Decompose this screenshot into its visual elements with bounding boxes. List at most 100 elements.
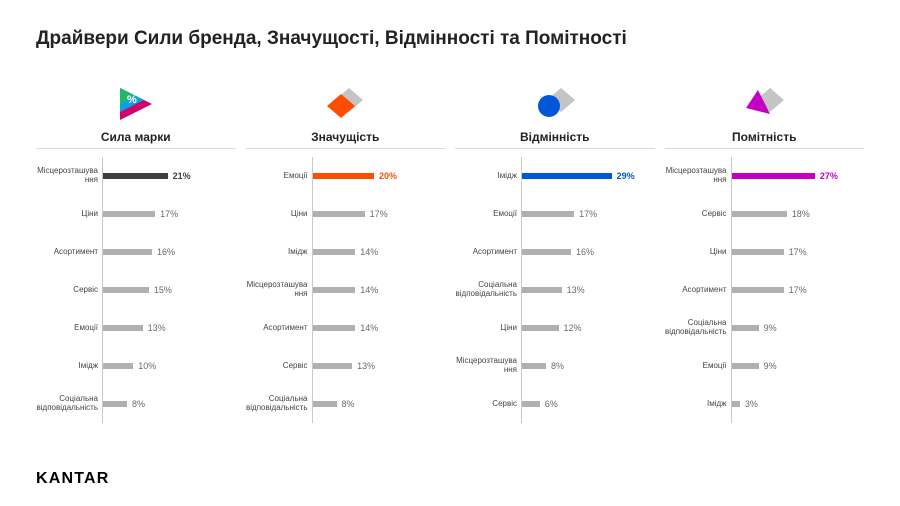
bar [521,325,559,331]
bar-area: 17% [731,271,865,309]
bar-value: 21% [173,171,191,181]
axis-line [521,233,522,271]
bar-value: 27% [820,171,838,181]
bar-value: 8% [132,399,145,409]
bar-area: 14% [312,309,446,347]
chart-title: Сила марки [101,130,171,144]
chart-brand-power: % Сила марки Місцерозташування 21% Ціни 17% А… [36,84,236,423]
bar-value: 12% [564,323,582,333]
bar-row: Соціальна відповідальність8% [36,385,236,423]
bar-label: Емоції [36,324,102,333]
bar-label: Асортимент [455,248,521,257]
footer-brand: KANTAR [36,470,110,488]
chart-title: Помітність [732,130,796,144]
bar-row: Імідж 10% [36,347,236,385]
bar-area: 27% [731,157,865,195]
axis-line [731,309,732,347]
chart-title: Значущість [311,130,379,144]
bar [731,287,784,293]
bar [731,325,759,331]
bar [312,211,365,217]
separator [455,148,655,149]
bar-value: 14% [360,285,378,295]
bar-value: 17% [160,209,178,219]
bar-area: 6% [521,385,655,423]
axis-line [102,347,103,385]
bar-label: Асортимент [665,286,731,295]
bar-area: 12% [521,309,655,347]
bar-label: Емоції [665,362,731,371]
bar [312,363,353,369]
salience-icon [744,84,784,124]
bar-label: Ціни [246,210,312,219]
bar-value: 3% [745,399,758,409]
bar-label: Імідж [665,400,731,409]
bar-value: 17% [579,209,597,219]
bar [731,363,759,369]
axis-line [102,271,103,309]
bar-label: Місцерозташування [36,167,102,185]
bar [521,173,612,179]
bar-value: 17% [789,285,807,295]
bar [521,249,571,255]
bar-area: 8% [102,385,236,423]
axis-line [102,157,103,195]
bar-row: Асортимент14% [246,309,446,347]
axis-line [312,157,313,195]
bar-area: 3% [731,385,865,423]
bar-row: Асортимент16% [36,233,236,271]
bar-label: Соціальна відповідальність [455,281,521,299]
bar-value: 29% [617,171,635,181]
bar [312,249,356,255]
bar-row: Імідж 3% [665,385,865,423]
bar [102,173,168,179]
bar-label: Сервіс [665,210,731,219]
bar-row: Ціни 17% [246,195,446,233]
bar [521,211,574,217]
bar-row: Соціальна відповідальність9% [665,309,865,347]
axis-line [731,271,732,309]
axis-line [731,157,732,195]
bar-area: 17% [102,195,236,233]
bar-value: 10% [138,361,156,371]
bar-row: Ціни 17% [36,195,236,233]
bar-label: Асортимент [246,324,312,333]
bar [521,287,562,293]
bar-value: 17% [370,209,388,219]
bar-row: Місцерозташування14% [246,271,446,309]
chart-meaning: ЗначущістьЕмоції20%Ціни17%Імідж14%Місцер… [246,84,446,423]
bar-row: Ціни 12% [455,309,655,347]
bar [312,401,337,407]
axis-line [312,271,313,309]
difference-icon [535,84,575,124]
axis-line [521,309,522,347]
bar [102,249,152,255]
axis-line [102,309,103,347]
separator [36,148,236,149]
bar-row: Місцерозташування 27% [665,157,865,195]
bar-area: 16% [102,233,236,271]
axis-line [102,195,103,233]
bar-label: Ціни [455,324,521,333]
bar-row: Асортимент16% [455,233,655,271]
bar-area: 16% [521,233,655,271]
axis-line [102,233,103,271]
bar [731,173,815,179]
chart-salience: ПомітністьМісцерозташування27%Сервіс18%Ц… [665,84,865,423]
bar-label: Імідж [36,362,102,371]
bar-row: Імідж14% [246,233,446,271]
bar-area: 15% [102,271,236,309]
bar-value: 15% [154,285,172,295]
bar [102,211,155,217]
bar-value: 9% [764,323,777,333]
bar-value: 13% [148,323,166,333]
bar-row: Емоції17% [455,195,655,233]
chart-difference: ВідмінністьІмідж29%Емоції17%Асортимент16… [455,84,655,423]
brand-power-icon: % [116,84,156,124]
axis-line [312,385,313,423]
bar-row: Сервіс18% [665,195,865,233]
bar-label: Ціни [36,210,102,219]
bar-value: 9% [764,361,777,371]
bar-label: Місцерозташування [665,167,731,185]
bar-area: 18% [731,195,865,233]
